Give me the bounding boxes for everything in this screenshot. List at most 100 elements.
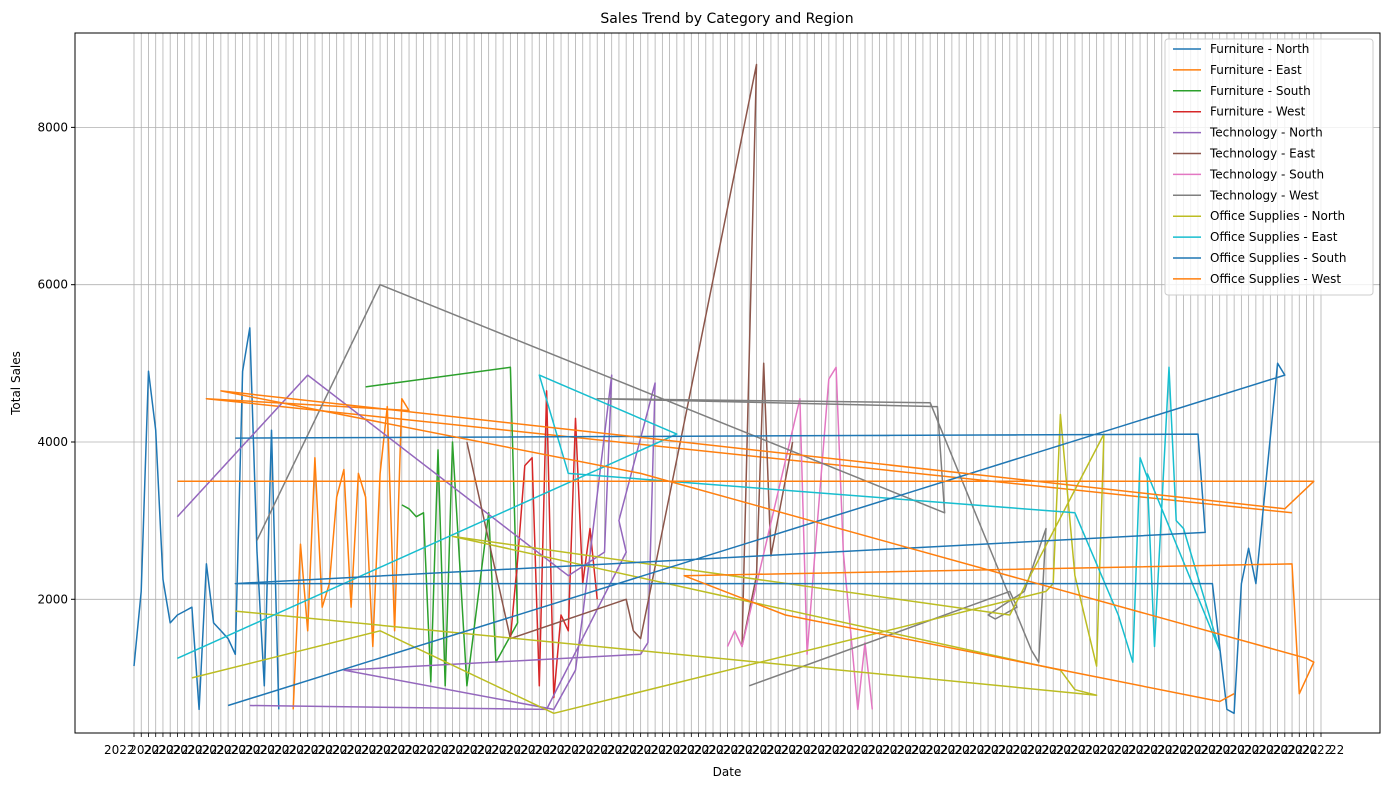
legend-label: Technology - West <box>1209 188 1319 202</box>
y-axis-label: Total Sales <box>9 351 23 416</box>
y-ticks: 2000 4000 6000 8000 <box>37 120 75 606</box>
grid-layer <box>75 33 1380 733</box>
legend: Furniture - North Furniture - East Furnitu… <box>1164 38 1374 296</box>
x-tick-label: 2022 <box>1287 743 1318 757</box>
x-tick-label: 2022 <box>592 743 623 757</box>
x-tick-label: 2022 <box>679 743 710 757</box>
legend-label: Office Supplies - North <box>1210 209 1345 223</box>
x-tick-label: 22 <box>1329 743 1344 757</box>
series-line-7 <box>256 283 1047 687</box>
x-tick-label: 2022 <box>1128 743 1159 757</box>
x-tick-label: 2022 <box>694 743 725 757</box>
x-tick-label: 2022 <box>925 743 956 757</box>
x-tick-label: 2022 <box>839 743 870 757</box>
x-tick-label: 2022 <box>1200 743 1231 757</box>
x-ticks: 2022202220222022202220222022202220222022… <box>104 733 1344 757</box>
x-tick-label: 2022 <box>650 743 681 757</box>
x-tick-label: 2022 <box>578 743 609 757</box>
x-tick-label: 2022 <box>983 743 1014 757</box>
x-tick-label: 2022 <box>1070 743 1101 757</box>
x-tick-label: 2022 <box>346 743 377 757</box>
x-tick-label: 2022 <box>477 743 508 757</box>
legend-label: Office Supplies - South <box>1210 251 1346 265</box>
x-tick-label: 2022 <box>491 743 522 757</box>
x-tick-label: 2022 <box>390 743 421 757</box>
legend-label: Technology - South <box>1209 167 1324 181</box>
legend-items: Furniture - North Furniture - East Furnitu… <box>1173 42 1346 286</box>
x-tick-label: 2022 <box>129 743 160 757</box>
legend-frame <box>1164 38 1374 296</box>
x-axis-label: Date <box>713 765 742 779</box>
x-tick-label: 2022 <box>723 743 754 757</box>
x-tick-label: 2022 <box>375 743 406 757</box>
x-tick-label: 2022 <box>535 743 566 757</box>
x-tick-label: 2022 <box>824 743 855 757</box>
x-tick-label: 2022 <box>1143 743 1174 757</box>
x-tick-label: 2022 <box>636 743 667 757</box>
x-tick-label: 2022 <box>303 743 334 757</box>
x-tick-label: 2022 <box>1215 743 1246 757</box>
x-tick-label: 2022 <box>940 743 971 757</box>
series-line-0 <box>133 327 280 711</box>
legend-label: Technology - East <box>1209 147 1315 161</box>
x-tick-label: 2022 <box>781 743 812 757</box>
x-tick-label: 2022 <box>564 743 595 757</box>
y-tick-label: 6000 <box>37 278 68 292</box>
x-tick-label: 2022 <box>144 743 175 757</box>
x-tick-label: 2022 <box>260 743 291 757</box>
x-tick-label: 2022 <box>1258 743 1289 757</box>
chart-title: Sales Trend by Category and Region <box>600 11 853 27</box>
legend-label: Furniture - North <box>1210 42 1309 56</box>
x-tick-label: 2022 <box>665 743 696 757</box>
series-line-6 <box>726 366 874 711</box>
x-tick-label: 2022 <box>969 743 1000 757</box>
x-tick-label: 2022 <box>448 743 479 757</box>
x-tick-label: 2022 <box>419 743 450 757</box>
series-line-9 <box>177 366 1221 663</box>
x-tick-label: 2022 <box>202 743 233 757</box>
y-tick-label: 8000 <box>37 120 68 134</box>
x-tick-label: 2022 <box>607 743 638 757</box>
x-tick-label: 2022 <box>1186 743 1217 757</box>
x-tick-label: 2022 <box>853 743 884 757</box>
x-tick-label: 2022 <box>332 743 363 757</box>
x-tick-label: 2022 <box>288 743 319 757</box>
series-layer <box>133 63 1315 715</box>
series-line-11 <box>177 390 1315 703</box>
series-line-8 <box>191 413 1105 715</box>
x-tick-label: 2022 <box>752 743 783 757</box>
legend-label: Furniture - South <box>1210 84 1311 98</box>
x-tick-label: 2022 <box>708 743 739 757</box>
x-tick-label: 2022 <box>1302 743 1333 757</box>
x-tick-label: 2022 <box>867 743 898 757</box>
x-tick-label: 2022 <box>274 743 305 757</box>
x-tick-label: 2022 <box>1171 743 1202 757</box>
x-tick-label: 2022 <box>317 743 348 757</box>
x-tick-label: 2022 <box>911 743 942 757</box>
legend-label: Office Supplies - West <box>1210 272 1341 286</box>
series-line-4 <box>176 374 656 711</box>
x-tick-label: 2022 <box>1085 743 1116 757</box>
x-tick-label: 2022 <box>216 743 247 757</box>
x-tick-label: 2022 <box>882 743 913 757</box>
x-tick-label: 2022 <box>404 743 435 757</box>
x-tick-label: 2022 <box>520 743 551 757</box>
x-tick-label: 2022 <box>549 743 580 757</box>
x-tick-label: 2022 <box>1157 743 1188 757</box>
x-tick-label: 2022 <box>361 743 392 757</box>
x-tick-label: 2022 <box>810 743 841 757</box>
x-tick-label: 2022 <box>737 743 768 757</box>
x-tick-label: 2022 <box>795 743 826 757</box>
x-tick-label: 2022 <box>173 743 204 757</box>
legend-label: Technology - North <box>1209 126 1323 140</box>
x-tick-label: 2022 <box>621 743 652 757</box>
x-tick-label: 2022 <box>1273 743 1304 757</box>
series-line-5 <box>466 63 794 648</box>
legend-label: Furniture - West <box>1210 105 1306 119</box>
x-tick-label: 2022 <box>506 743 537 757</box>
y-tick-label: 4000 <box>37 435 68 449</box>
x-tick-label: 2022 <box>104 743 135 757</box>
x-tick-label: 2022 <box>998 743 1029 757</box>
